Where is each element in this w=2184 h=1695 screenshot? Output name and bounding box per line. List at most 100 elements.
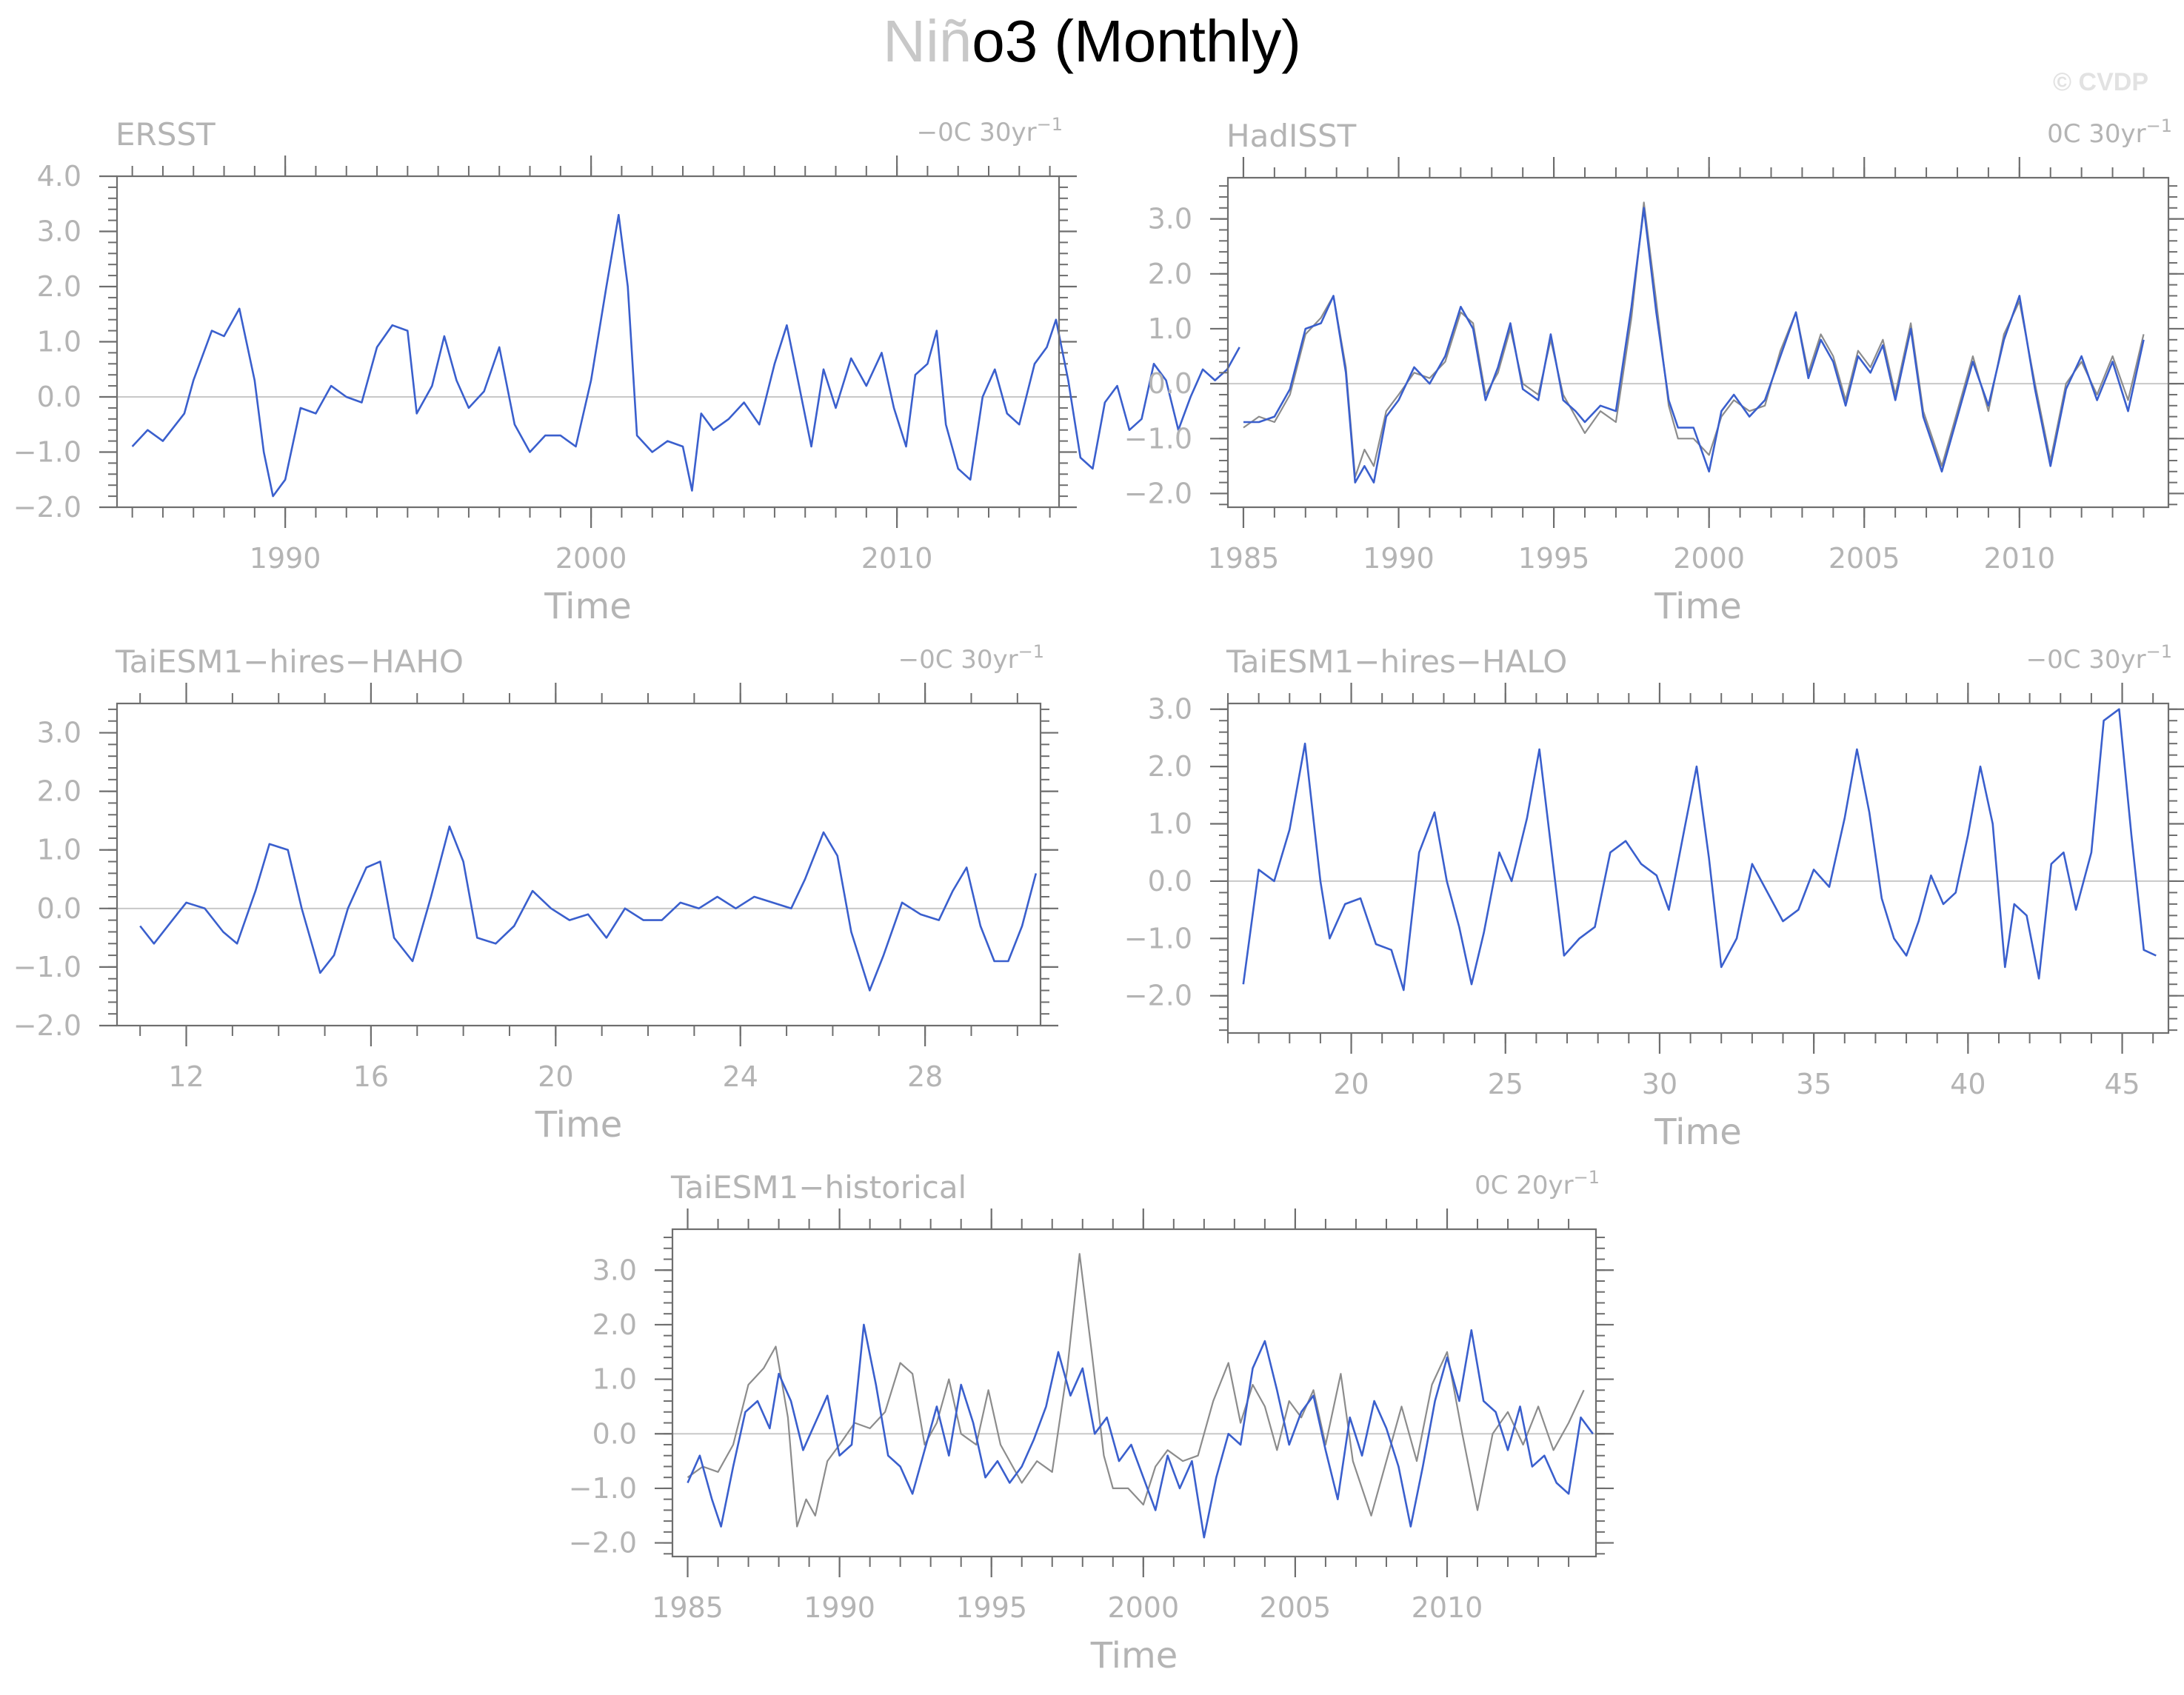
y-tick-label: 3.0 — [1148, 203, 1192, 235]
y-tick-label: 0.0 — [1148, 367, 1192, 400]
y-tick-label: 0.0 — [592, 1417, 637, 1450]
series-line-0 — [131, 213, 1240, 498]
plot-frame — [1226, 702, 2170, 1034]
y-tick-label: 0.0 — [37, 381, 81, 413]
x-tick-label: 30 — [1642, 1068, 1677, 1100]
x-tick-label: 1990 — [250, 542, 321, 575]
chart-panel-taiesm1-hires-haho: 12 16 20 24 28 −2.0 −1.0 0.0 1.0 2.0 3.0 TaiESM1−hi… — [13, 641, 1058, 1146]
y-tick-label: 2.0 — [1148, 258, 1192, 290]
trend-label-text: 0C 20yr — [1475, 1171, 1574, 1200]
x-tick-label: 20 — [538, 1060, 573, 1093]
x-tick-label: 2000 — [1673, 542, 1745, 575]
x-tick-label: 2000 — [555, 542, 627, 575]
y-tick-label: −2.0 — [1124, 980, 1192, 1012]
y-tick-label: 0.0 — [37, 892, 81, 925]
x-axis-label: Time — [1654, 1111, 1741, 1153]
y-tick-label: 1.0 — [37, 326, 81, 358]
trend-label: −0C 30yr−1 — [917, 114, 1063, 147]
plot-frame — [671, 1228, 1597, 1558]
y-tick-label: 1.0 — [592, 1363, 637, 1396]
copyright-label: © CVDP — [2053, 68, 2148, 96]
y-tick-label: 3.0 — [37, 215, 81, 248]
trend-label-superscript: −1 — [2146, 641, 2172, 662]
figure-title: Niño3 (Monthly) — [0, 7, 2184, 76]
trend-label-superscript: −1 — [1574, 1167, 1600, 1188]
y-tick-label: 1.0 — [37, 834, 81, 866]
x-axis-label: Time — [1654, 586, 1741, 627]
chart-panel-ersst: 1990 2000 2010 −2.0 −1.0 0.0 1.0 2.0 3.0 4.0 ERSST… — [13, 114, 1240, 627]
panel-title: HadISST — [1226, 118, 1357, 154]
x-tick-label: 1995 — [955, 1591, 1027, 1624]
x-tick-label: 2010 — [1412, 1591, 1483, 1624]
x-tick-label: 45 — [2104, 1068, 2140, 1100]
y-tick-label: 1.0 — [1148, 808, 1192, 840]
trend-label-text: −0C 30yr — [898, 645, 1018, 675]
y-tick-label: 2.0 — [37, 270, 81, 303]
x-tick-label: 40 — [1950, 1068, 1986, 1100]
trend-label-text: −0C 30yr — [2026, 645, 2146, 675]
x-tick-label: 25 — [1488, 1068, 1523, 1100]
series-line-0 — [1242, 708, 2157, 992]
x-tick-label: 12 — [168, 1060, 204, 1093]
x-tick-label: 1990 — [804, 1591, 875, 1624]
series-line-1 — [1243, 207, 2145, 484]
plot-frame — [1226, 176, 2170, 509]
y-tick-label: 3.0 — [592, 1254, 637, 1286]
y-tick-label: 2.0 — [592, 1308, 637, 1341]
plot-frame — [116, 175, 1061, 509]
trend-label-text: −0C 30yr — [917, 118, 1037, 147]
x-tick-label: 2010 — [1983, 542, 2055, 575]
x-axis-label: Time — [535, 1104, 622, 1146]
x-tick-label: 35 — [1796, 1068, 1831, 1100]
x-tick-label: 28 — [907, 1060, 943, 1093]
panel-title: TaiESM1−hires−HALO — [1226, 643, 1567, 680]
y-tick-label: −2.0 — [569, 1527, 637, 1559]
panel-title: TaiESM1−historical — [670, 1169, 966, 1206]
y-tick-label: −2.0 — [1124, 477, 1192, 509]
y-tick-label: −2.0 — [13, 491, 81, 524]
plot-frame — [116, 702, 1042, 1027]
x-tick-label: 1995 — [1518, 542, 1590, 575]
x-tick-label: 16 — [353, 1060, 389, 1093]
x-tick-label: 1985 — [652, 1591, 724, 1624]
y-tick-label: 1.0 — [1148, 312, 1192, 345]
x-tick-label: 2005 — [1829, 542, 1900, 575]
trend-label: −0C 30yr−1 — [898, 641, 1044, 675]
trend-label: 0C 20yr−1 — [1475, 1167, 1600, 1200]
y-tick-label: −1.0 — [569, 1472, 637, 1505]
trend-label-superscript: −1 — [2146, 116, 2172, 136]
chart-panel-hadisst: 1985 1990 1995 2000 2005 2010 −2.0 −1.0 0.0 1.0 2.… — [1124, 116, 2184, 627]
trend-label-superscript: −1 — [1037, 114, 1063, 135]
y-tick-label: 0.0 — [1148, 865, 1192, 897]
x-axis-label: Time — [544, 586, 631, 627]
x-tick-label: 1985 — [1208, 542, 1280, 575]
x-tick-label: 1990 — [1363, 542, 1435, 575]
trend-label: −0C 30yr−1 — [2026, 641, 2172, 675]
x-tick-label: 2010 — [861, 542, 933, 575]
series-line-0 — [1243, 201, 2145, 478]
series-line-1 — [687, 1323, 1594, 1539]
x-tick-label: 2000 — [1107, 1591, 1179, 1624]
trend-label: 0C 30yr−1 — [2047, 116, 2172, 149]
trend-label-superscript: −1 — [1018, 641, 1044, 662]
y-tick-label: 3.0 — [37, 717, 81, 749]
y-tick-label: 3.0 — [1148, 693, 1192, 726]
figure-title-dark-part: o3 (Monthly) — [972, 8, 1301, 74]
chart-panel-taiesm1-hires-halo: 20 25 30 35 40 45 −2.0 −1.0 0.0 1.0 2.0 3.0 TaiESM1−… — [1124, 641, 2184, 1153]
x-tick-label: 2005 — [1260, 1591, 1332, 1624]
y-tick-label: −1.0 — [13, 951, 81, 983]
x-tick-label: 20 — [1333, 1068, 1369, 1100]
y-tick-label: 4.0 — [37, 160, 81, 193]
panel-title: TaiESM1−hires−HAHO — [115, 643, 464, 680]
y-tick-label: 2.0 — [1148, 750, 1192, 783]
trend-label-text: 0C 30yr — [2047, 119, 2146, 149]
series-line-0 — [687, 1253, 1585, 1528]
y-tick-label: −1.0 — [1124, 922, 1192, 955]
panel-title: ERSST — [116, 116, 216, 153]
series-line-0 — [139, 825, 1038, 992]
figure-title-light-part: Niñ — [883, 8, 972, 74]
y-tick-label: −1.0 — [1124, 422, 1192, 455]
y-tick-label: −1.0 — [13, 436, 81, 469]
x-tick-label: 24 — [723, 1060, 758, 1093]
